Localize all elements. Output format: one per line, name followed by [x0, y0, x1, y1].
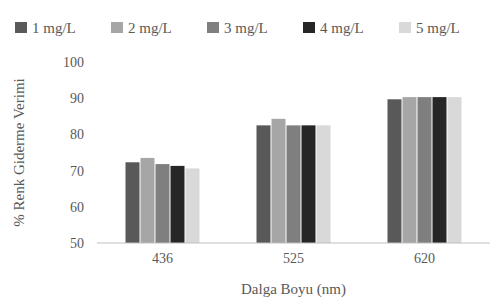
y-tick-label: 70: [70, 164, 84, 179]
y-tick-label: 50: [70, 236, 84, 251]
bar: [317, 125, 331, 243]
bar: [126, 162, 140, 243]
x-axis-line: [97, 243, 490, 244]
y-axis-title: % Renk Giderme Verimi: [11, 78, 27, 226]
legend-swatch: [111, 22, 123, 33]
chart: 50 60 70 80 90 100 436 525 620 Dalga Boyu (nm) % R…: [0, 0, 502, 302]
x-tick-label: 525: [283, 251, 304, 266]
bar: [156, 164, 170, 243]
y-tick-label: 80: [70, 127, 84, 142]
bar: [257, 125, 271, 243]
bar: [141, 158, 155, 243]
legend-swatch: [207, 22, 219, 33]
legend-swatch: [15, 22, 27, 33]
legend-label: 2 mg/L: [128, 20, 172, 36]
x-tick-label: 620: [414, 251, 435, 266]
bar: [433, 97, 447, 243]
y-tick-label: 100: [63, 55, 84, 70]
y-tick-label: 60: [70, 200, 84, 215]
legend-label: 3 mg/L: [224, 20, 268, 36]
bar: [418, 97, 432, 243]
bar: [186, 168, 200, 243]
legend-label: 1 mg/L: [32, 20, 76, 36]
bar: [302, 125, 316, 243]
bar: [171, 166, 185, 243]
legend-swatch: [303, 22, 315, 33]
x-tick-label: 436: [152, 251, 173, 266]
bar: [287, 125, 301, 243]
legend-label: 5 mg/L: [416, 20, 460, 36]
legend-label: 4 mg/L: [320, 20, 364, 36]
bar: [403, 97, 417, 243]
x-axis-title: Dalga Boyu (nm): [241, 281, 346, 298]
bar: [448, 97, 462, 243]
y-tick-label: 90: [70, 91, 84, 106]
legend-swatch: [399, 22, 411, 33]
legend: 1 mg/L 2 mg/L 3 mg/L 4 mg/L 5 mg/L: [15, 20, 460, 36]
bars: [126, 97, 462, 243]
bar: [272, 119, 286, 243]
bar: [388, 99, 402, 243]
